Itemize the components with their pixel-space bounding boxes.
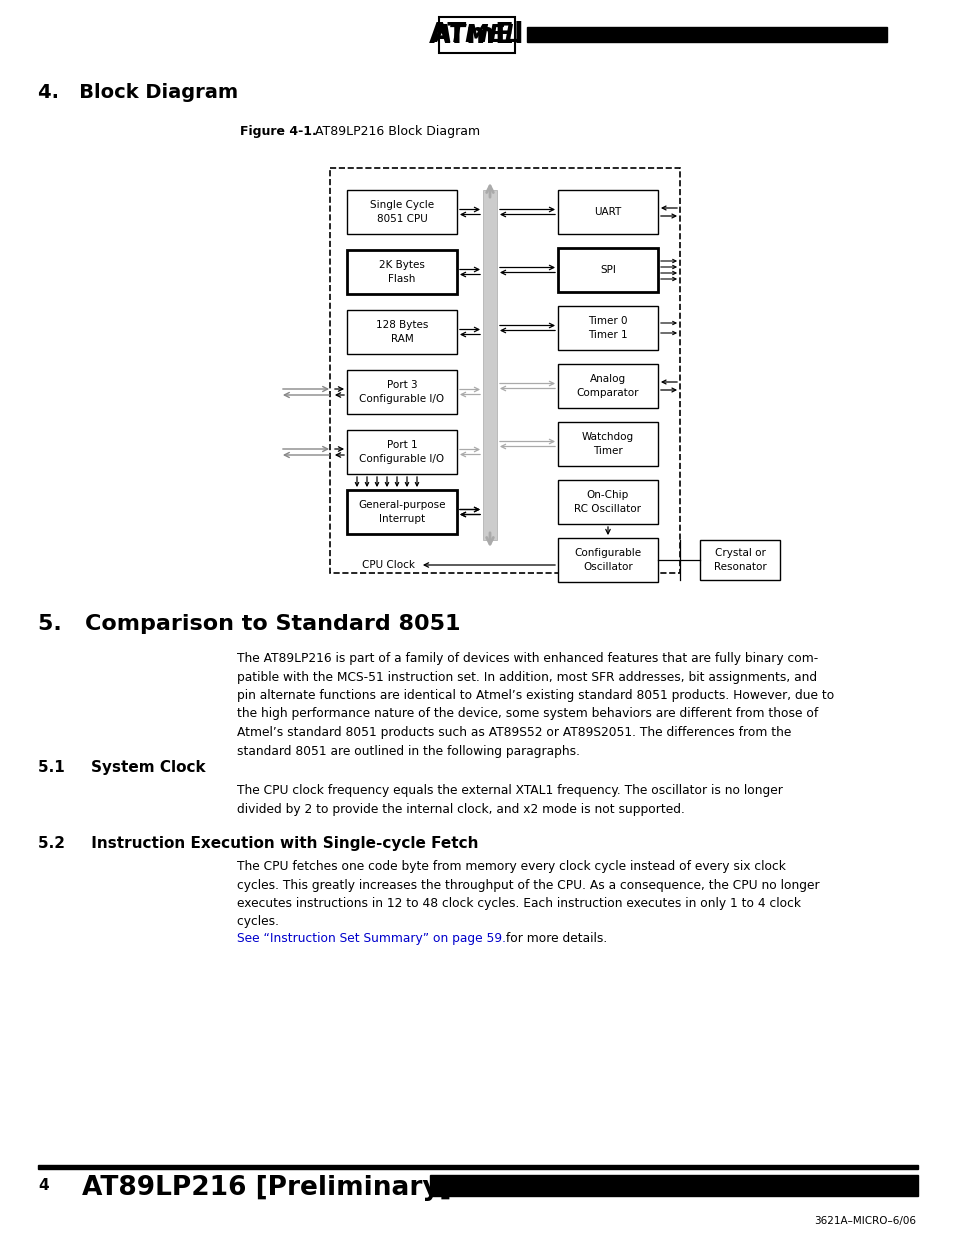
Text: 3621A–MICRO–6/06: 3621A–MICRO–6/06 <box>813 1216 915 1226</box>
Text: AT89LP216 [Preliminary]: AT89LP216 [Preliminary] <box>82 1174 451 1200</box>
Bar <box>700 540 780 580</box>
Bar <box>558 248 658 291</box>
Text: Figure 4-1.: Figure 4-1. <box>240 125 316 138</box>
Text: UART: UART <box>594 207 621 217</box>
Bar <box>558 480 658 524</box>
Text: See “Instruction Set Summary” on page 59.: See “Instruction Set Summary” on page 59… <box>236 932 505 945</box>
Text: Watchdog
Timer: Watchdog Timer <box>581 432 634 456</box>
Text: Port 3
Configurable I/O: Port 3 Configurable I/O <box>359 380 444 404</box>
Text: 2K Bytes
Flash: 2K Bytes Flash <box>378 261 424 284</box>
Text: 5.2     Instruction Execution with Single-cycle Fetch: 5.2 Instruction Execution with Single-cy… <box>38 836 478 851</box>
Text: 128 Bytes
RAM: 128 Bytes RAM <box>375 320 428 343</box>
Bar <box>38 1165 917 1170</box>
Bar <box>558 190 658 233</box>
Text: Analog
Comparator: Analog Comparator <box>577 374 639 398</box>
Text: 5.   Comparison to Standard 8051: 5. Comparison to Standard 8051 <box>38 614 460 634</box>
Text: AT89LP216 Block Diagram: AT89LP216 Block Diagram <box>314 125 479 138</box>
Text: General-purpose
Interrupt: General-purpose Interrupt <box>358 500 445 524</box>
Bar <box>558 422 658 466</box>
Text: Timer 0
Timer 1: Timer 0 Timer 1 <box>588 316 627 340</box>
Text: 4.   Block Diagram: 4. Block Diagram <box>38 83 238 103</box>
Bar <box>347 310 456 354</box>
Bar <box>558 364 658 408</box>
Text: The CPU fetches one code byte from memory every clock cycle instead of every six: The CPU fetches one code byte from memor… <box>236 860 819 929</box>
Bar <box>526 27 886 42</box>
Text: The AT89LP216 is part of a family of devices with enhanced features that are ful: The AT89LP216 is part of a family of dev… <box>236 652 833 757</box>
Text: 4: 4 <box>38 1178 49 1193</box>
Text: Single Cycle
8051 CPU: Single Cycle 8051 CPU <box>370 200 434 224</box>
Bar <box>430 1174 917 1195</box>
Text: 5.1     System Clock: 5.1 System Clock <box>38 760 206 776</box>
Text: for more details.: for more details. <box>501 932 607 945</box>
Bar <box>347 249 456 294</box>
Bar <box>347 430 456 474</box>
Bar <box>330 168 679 573</box>
Text: ATMEL: ATMEL <box>434 23 519 47</box>
Text: Crystal or
Resonator: Crystal or Resonator <box>713 548 765 572</box>
Text: On-Chip
RC Oscillator: On-Chip RC Oscillator <box>574 490 640 514</box>
Text: CPU Clock: CPU Clock <box>361 559 415 571</box>
Bar <box>347 490 456 534</box>
Bar <box>558 538 658 582</box>
Text: SPI: SPI <box>599 266 616 275</box>
Text: The CPU clock frequency equals the external XTAL1 frequency. The oscillator is n: The CPU clock frequency equals the exter… <box>236 784 782 815</box>
Bar <box>558 306 658 350</box>
Bar <box>482 190 497 540</box>
Bar <box>347 370 456 414</box>
Text: Port 1
Configurable I/O: Port 1 Configurable I/O <box>359 441 444 463</box>
Bar <box>347 190 456 233</box>
Text: Configurable
Oscillator: Configurable Oscillator <box>574 548 640 572</box>
Text: ATmEl: ATmEl <box>429 21 524 49</box>
